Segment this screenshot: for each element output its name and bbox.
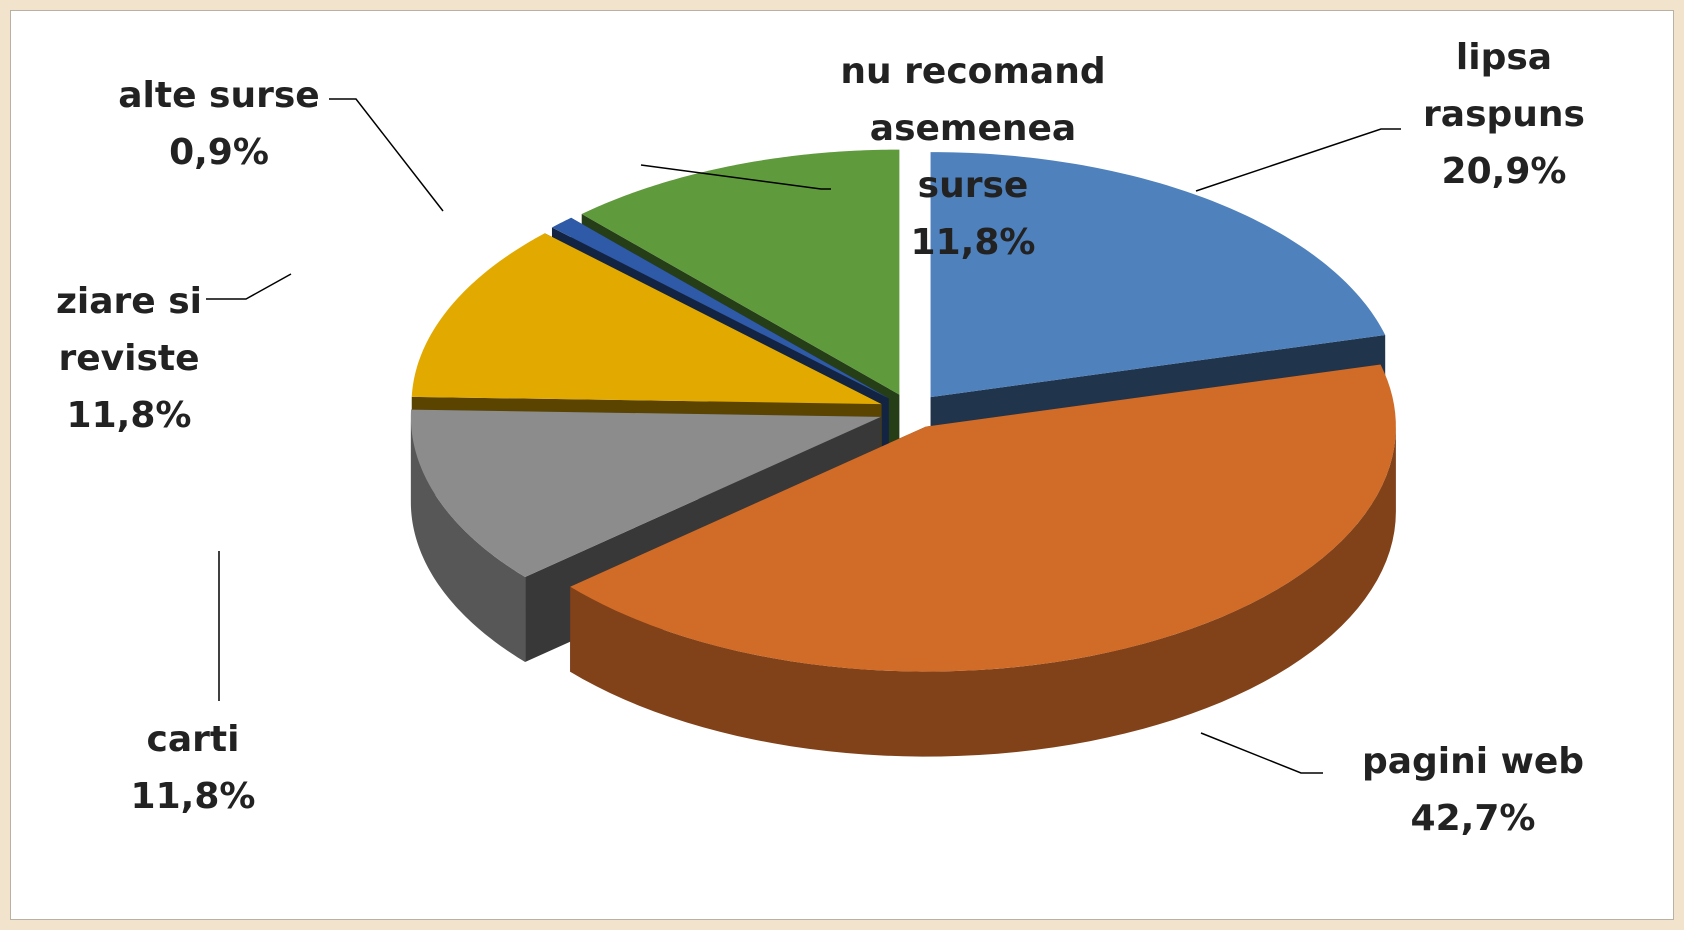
value-label: 0,9% <box>169 132 269 173</box>
category-label: carti <box>146 719 240 760</box>
chart <box>206 98 1401 774</box>
data-label: nu recomand asemenea surse 11,8% <box>838 43 1108 271</box>
leader-lines <box>206 98 1401 774</box>
category-label: ziare si reviste <box>55 281 203 379</box>
pie <box>410 149 1396 757</box>
data-label: lipsa raspuns 20,9% <box>1389 29 1619 200</box>
slice-wall <box>410 416 526 663</box>
value-label: 42,7% <box>1410 798 1536 839</box>
category-label: nu recomand asemenea surse <box>840 51 1106 206</box>
leader-line <box>640 164 831 190</box>
leader-line <box>1200 732 1323 774</box>
category-label: lipsa raspuns <box>1423 37 1585 135</box>
slice-top <box>570 364 1396 672</box>
category-label: alte surse <box>118 75 320 116</box>
value-label: 11,8% <box>910 222 1036 263</box>
slice-top <box>411 233 882 405</box>
leader-line <box>206 273 292 300</box>
value-label: 11,8% <box>130 776 256 817</box>
value-label: 11,8% <box>66 395 192 436</box>
chart-frame: lipsa raspuns 20,9% pagini web 42,7% carti 11… <box>10 10 1674 920</box>
data-label: carti 11,8% <box>93 711 293 825</box>
slice <box>570 364 1396 757</box>
data-label: pagini web 42,7% <box>1313 733 1633 847</box>
slice-wall <box>570 426 1396 757</box>
slice-top <box>930 152 1386 398</box>
data-label: ziare si reviste 11,8% <box>37 273 222 444</box>
slice-top <box>551 217 889 399</box>
slice-top <box>581 149 900 395</box>
leader-line <box>1195 128 1401 192</box>
slice-top <box>410 409 881 578</box>
data-label: alte surse 0,9% <box>89 67 349 181</box>
value-label: 20,9% <box>1441 151 1567 192</box>
category-label: pagini web <box>1361 741 1585 782</box>
leader-line <box>329 98 444 212</box>
